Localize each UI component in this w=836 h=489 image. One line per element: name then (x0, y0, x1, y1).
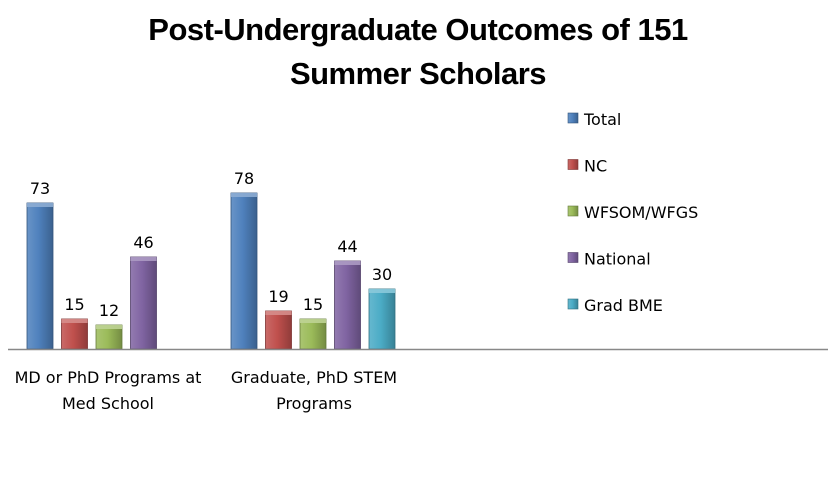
bar-national-cat1 (130, 256, 157, 350)
bar-top-wfsom-wfgs-cat2 (300, 319, 326, 323)
bar-top-total-cat1 (27, 203, 53, 207)
bar-top-total-cat2 (231, 193, 257, 197)
chart-title-line-2: Summer Scholars (289, 56, 547, 91)
legend-swatch-grad-bme (567, 298, 579, 310)
legend-label-grad-bme: Grad BME (584, 296, 663, 315)
legend-swatch-nc (567, 159, 579, 170)
data-label-wfsom-wfgs-cat1: 12 (99, 301, 119, 320)
data-label-nc-cat2: 19 (268, 287, 288, 306)
bar-nc-cat1 (61, 318, 88, 350)
category-label-2-line-1: Graduate, PhD STEM (231, 368, 397, 387)
bar-top-nc-cat1 (61, 319, 88, 323)
legend-swatch-national (567, 252, 579, 263)
legend-swatch-wfsom-wfgs (567, 205, 579, 217)
bar-total-cat2 (230, 192, 258, 350)
bar-nc-cat2 (265, 310, 292, 350)
bar-top-national-cat2 (334, 261, 361, 265)
legend-label-national: National (584, 250, 651, 269)
bar-total-cat1 (26, 202, 54, 350)
bar-top-national-cat1 (130, 257, 157, 261)
category-label-2-line-2: Programs (276, 394, 352, 413)
bar-top-nc-cat2 (265, 311, 292, 315)
bar-top-wfsom-wfgs-cat1 (96, 325, 122, 329)
legend-label-nc: NC (584, 157, 607, 176)
legend-label-total: Total (583, 110, 621, 129)
data-label-nc-cat1: 15 (64, 295, 84, 314)
bar-wfsom-wfgs-cat2 (299, 318, 327, 350)
data-label-national-cat1: 46 (133, 233, 153, 252)
category-label-1-line-2: Med School (62, 394, 154, 413)
data-label-national-cat2: 44 (337, 237, 357, 256)
legend-swatch-total (567, 112, 579, 124)
chart-title: Post-Undergraduate Outcomes of 151 Summe… (0, 8, 836, 96)
data-label-total-cat1: 73 (30, 179, 50, 198)
bar-top-grad-bme-cat2 (369, 289, 395, 293)
data-label-total-cat2: 78 (234, 169, 254, 188)
bar-grad-bme-cat2 (368, 288, 396, 350)
bar-national-cat2 (334, 260, 361, 350)
category-labels-group: MD or PhD Programs at Med School Graduate,… (15, 368, 398, 413)
legend: Total NC WFSOM/WFGS National Grad BME (567, 110, 698, 315)
data-label-wfsom-wfgs-cat2: 15 (303, 295, 323, 314)
data-labels-group: 73 15 12 46 78 19 15 44 30 (30, 169, 392, 320)
legend-label-wfsom-wfgs: WFSOM/WFGS (584, 203, 698, 222)
category-label-1-line-1: MD or PhD Programs at (15, 368, 202, 387)
chart-title-line-1: Post-Undergraduate Outcomes of 151 (148, 12, 688, 47)
data-label-grad-bme-cat2: 30 (372, 265, 392, 284)
bars-group (26, 192, 396, 350)
